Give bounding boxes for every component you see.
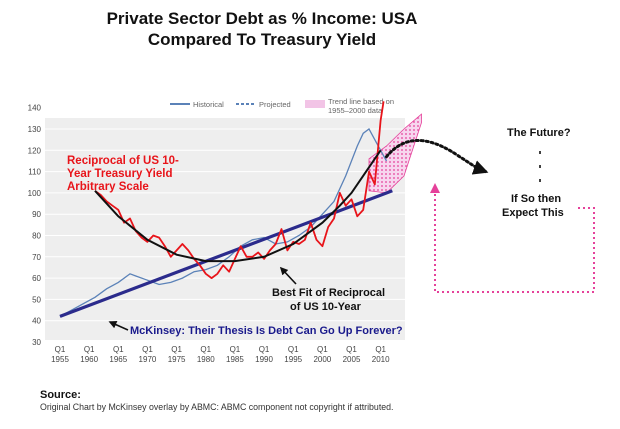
x-tick-year: 2010 [372, 355, 390, 364]
y-tick-label: 100 [28, 189, 42, 198]
x-tick-year: 1990 [255, 355, 273, 364]
x-tick-quarter: Q1 [375, 345, 386, 354]
y-tick-label: 110 [28, 168, 41, 177]
mckinsey-trend-line [59, 189, 393, 318]
x-tick-quarter: Q1 [346, 345, 357, 354]
legend-trend-label-1: Trend line based on [328, 97, 394, 106]
mckinsey-arrow [108, 320, 129, 331]
gridlines [45, 107, 405, 343]
mckinsey-annotation: McKinsey: Their Thesis Is Debt Can Go Up… [130, 325, 403, 337]
x-tick-quarter: Q1 [171, 345, 182, 354]
x-tick-year: 1965 [109, 355, 127, 364]
x-tick-quarter: Q1 [113, 345, 124, 354]
x-tick-quarter: Q1 [142, 345, 153, 354]
if-so-annotation-line1: If So then [511, 193, 561, 205]
axes: 14013012011010090807060504030Q11955Q1196… [28, 104, 390, 364]
y-tick-label: 40 [32, 317, 41, 326]
source-label: Source: [40, 389, 81, 401]
reciprocal-annotation-line2: Year Treasury Yield [67, 168, 173, 180]
x-tick-year: 1970 [139, 355, 157, 364]
x-tick-quarter: Q1 [317, 345, 328, 354]
series [59, 101, 489, 318]
future-projection-arc [384, 138, 489, 175]
y-tick-label: 80 [32, 232, 41, 241]
chart-title-line2: Compared To Treasury Yield [148, 30, 376, 49]
x-tick-year: 1960 [80, 355, 98, 364]
x-tick-quarter: Q1 [288, 345, 299, 354]
trend-projection-band [368, 113, 422, 194]
x-tick-year: 1975 [168, 355, 186, 364]
source-text: Original Chart by McKinsey overlay by AB… [40, 402, 394, 412]
reciprocal-annotation-line3: Arbitrary Scale [67, 181, 149, 193]
y-tick-label: 50 [32, 295, 41, 304]
x-tick-quarter: Q1 [200, 345, 211, 354]
y-tick-label: 90 [32, 210, 41, 219]
if-so-annotation-line2: Expect This [502, 207, 564, 219]
x-tick-year: 1995 [284, 355, 302, 364]
x-tick-quarter: Q1 [259, 345, 270, 354]
x-tick-year: 1985 [226, 355, 244, 364]
legend-historical-label: Historical [193, 100, 224, 109]
x-tick-year: 2000 [313, 355, 331, 364]
x-tick-quarter: Q1 [230, 345, 241, 354]
x-tick-year: 1980 [197, 355, 215, 364]
legend: Historical Projected Trend line based on… [170, 97, 394, 115]
y-tick-label: 30 [32, 338, 41, 347]
best-fit-annotation-line2: of US 10-Year [290, 301, 362, 313]
x-tick-quarter: Q1 [55, 345, 66, 354]
best-fit-arrow [279, 266, 297, 285]
x-tick-year: 1955 [51, 355, 69, 364]
expect-this-bracket [430, 183, 595, 293]
y-tick-label: 130 [28, 125, 42, 134]
legend-trend-swatch [305, 100, 325, 108]
legend-projected-label: Projected [259, 100, 291, 109]
y-tick-label: 120 [28, 146, 42, 155]
reciprocal-annotation-line1: Reciprocal of US 10- [67, 155, 179, 167]
chart-title-line1: Private Sector Debt as % Income: USA [107, 9, 418, 28]
x-tick-year: 2005 [343, 355, 361, 364]
legend-trend-label-2: 1955–2000 data [328, 106, 383, 115]
x-tick-quarter: Q1 [84, 345, 95, 354]
y-tick-label: 60 [32, 274, 41, 283]
future-annotation: The Future? [507, 127, 571, 139]
treasury-reciprocal-line [94, 101, 385, 279]
best-fit-curve [94, 149, 382, 263]
plot-area [45, 118, 405, 340]
y-tick-label: 70 [32, 253, 41, 262]
best-fit-annotation-line1: Best Fit of Reciprocal [272, 287, 385, 299]
y-tick-label: 140 [28, 104, 42, 113]
